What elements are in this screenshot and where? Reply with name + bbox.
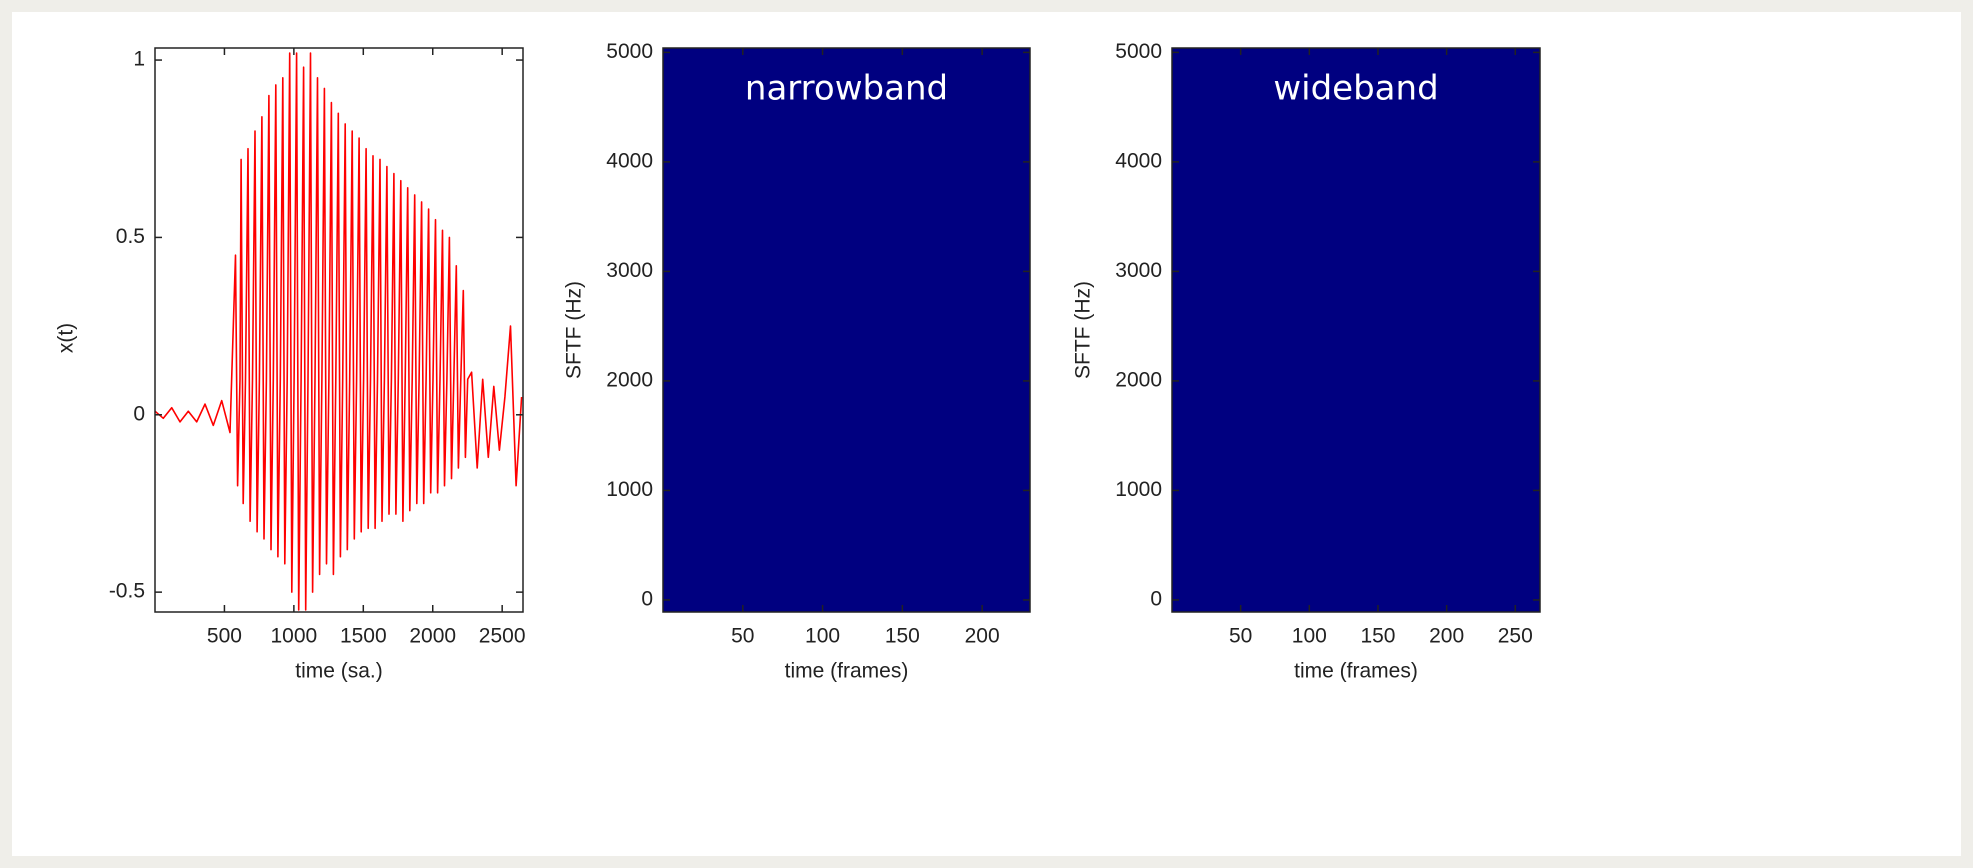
- x-tick-label: 50: [731, 625, 754, 648]
- y-axis-label: SFTF (Hz): [1072, 281, 1095, 379]
- x-tick-label: 200: [1429, 625, 1464, 648]
- annotation: narrowband: [745, 69, 948, 109]
- x-tick-label: 250: [1498, 625, 1533, 648]
- x-axis-label: time (frames): [1294, 660, 1418, 683]
- x-tick-label: 1000: [271, 625, 318, 648]
- axes-box: [662, 47, 1031, 613]
- x-tick-label: 1500: [340, 625, 387, 648]
- x-tick-label: 100: [805, 625, 840, 648]
- spectrogram: [663, 48, 1030, 612]
- x-tick-label: 50: [1229, 625, 1252, 648]
- y-axis-label: SFTF (Hz): [563, 281, 586, 379]
- y-tick-label: 4000: [606, 149, 653, 172]
- y-tick-label: 5000: [606, 40, 653, 63]
- x-tick-label: 500: [207, 625, 242, 648]
- x-tick-label: 2000: [409, 625, 456, 648]
- x-tick-label: 100: [1292, 625, 1327, 648]
- axes-box: [1171, 47, 1541, 613]
- y-tick-label: 1000: [606, 478, 653, 501]
- x-tick-label: 200: [965, 625, 1000, 648]
- x-axis-label: time (frames): [785, 660, 909, 683]
- y-tick-label: 3000: [1115, 259, 1162, 282]
- waveform-line: [154, 52, 523, 611]
- x-tick-label: 150: [885, 625, 920, 648]
- y-tick-label: -0.5: [109, 580, 145, 603]
- y-tick-label: 1000: [1115, 478, 1162, 501]
- y-tick-label: 2000: [1115, 368, 1162, 391]
- y-tick-label: 0: [641, 588, 653, 611]
- y-tick-label: 0: [1150, 588, 1162, 611]
- y-axis-label: x(t): [55, 323, 78, 353]
- y-tick-label: 5000: [1115, 40, 1162, 63]
- annotation: wideband: [1273, 69, 1438, 109]
- y-tick-label: 2000: [606, 368, 653, 391]
- y-tick-label: 0: [133, 402, 145, 425]
- y-tick-label: 3000: [606, 259, 653, 282]
- y-tick-label: 1: [133, 48, 145, 71]
- spectrogram: [1172, 48, 1540, 612]
- y-tick-label: 0.5: [116, 225, 145, 248]
- x-tick-label: 150: [1360, 625, 1395, 648]
- x-axis-label: time (sa.): [295, 660, 383, 683]
- x-tick-label: 2500: [479, 625, 526, 648]
- y-tick-label: 4000: [1115, 149, 1162, 172]
- axes-box: [154, 47, 524, 613]
